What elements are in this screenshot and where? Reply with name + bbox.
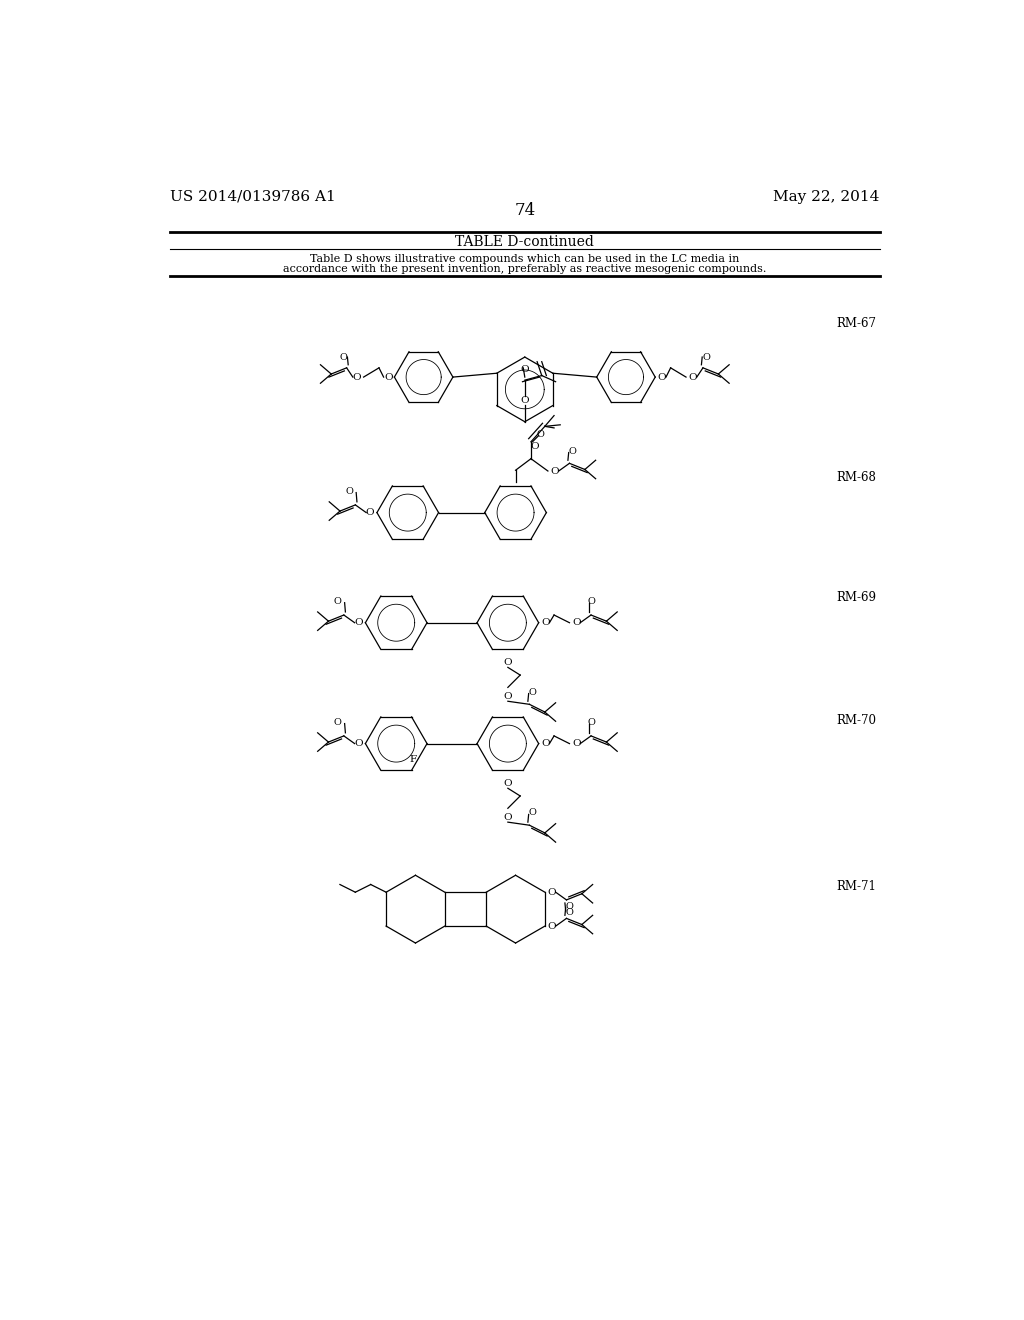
Text: O: O	[702, 352, 710, 362]
Text: O: O	[572, 739, 581, 748]
Text: F: F	[410, 755, 417, 764]
Text: O: O	[504, 659, 512, 667]
Text: Table D shows illustrative compounds which can be used in the LC media in: Table D shows illustrative compounds whi…	[310, 253, 739, 264]
Text: O: O	[354, 739, 362, 748]
Text: O: O	[504, 813, 512, 822]
Text: TABLE D-continued: TABLE D-continued	[456, 235, 594, 248]
Text: O: O	[542, 739, 550, 748]
Text: O: O	[542, 618, 550, 627]
Text: O: O	[568, 446, 577, 455]
Text: O: O	[587, 718, 595, 726]
Text: O: O	[352, 372, 361, 381]
Text: May 22, 2014: May 22, 2014	[773, 190, 880, 203]
Text: O: O	[572, 618, 581, 627]
Text: O: O	[504, 692, 512, 701]
Text: O: O	[688, 372, 697, 381]
Text: O: O	[530, 442, 539, 451]
Text: O: O	[354, 618, 362, 627]
Text: O: O	[551, 466, 559, 475]
Text: O: O	[504, 779, 512, 788]
Text: RM-67: RM-67	[837, 317, 877, 330]
Text: O: O	[548, 921, 556, 931]
Text: O: O	[334, 597, 342, 606]
Text: O: O	[528, 688, 537, 697]
Text: O: O	[520, 396, 529, 405]
Text: O: O	[657, 372, 666, 381]
Text: O: O	[528, 808, 537, 817]
Text: O: O	[366, 508, 375, 517]
Text: accordance with the present invention, preferably as reactive mesogenic compound: accordance with the present invention, p…	[283, 264, 767, 273]
Text: RM-71: RM-71	[837, 879, 877, 892]
Text: O: O	[345, 487, 353, 495]
Text: O: O	[520, 364, 529, 374]
Text: O: O	[587, 597, 595, 606]
Text: RM-69: RM-69	[837, 591, 877, 603]
Text: O: O	[565, 908, 573, 916]
Text: O: O	[548, 888, 556, 896]
Text: RM-70: RM-70	[837, 714, 877, 727]
Text: O: O	[565, 902, 573, 911]
Text: 74: 74	[514, 202, 536, 219]
Text: US 2014/0139786 A1: US 2014/0139786 A1	[170, 190, 336, 203]
Text: O: O	[334, 718, 342, 726]
Text: O: O	[384, 372, 392, 381]
Text: O: O	[340, 352, 347, 362]
Text: O: O	[537, 429, 544, 438]
Text: RM-68: RM-68	[837, 471, 877, 484]
